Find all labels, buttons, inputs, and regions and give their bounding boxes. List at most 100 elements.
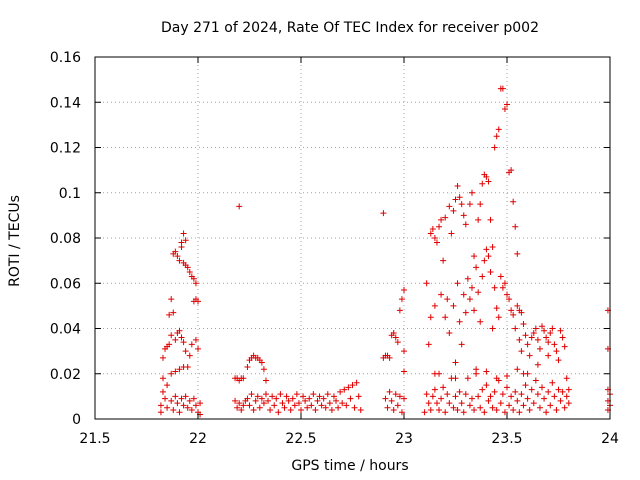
data-point — [345, 384, 352, 391]
data-point — [382, 395, 389, 402]
y-tick-label: 0.12 — [50, 141, 81, 157]
data-points — [157, 85, 613, 418]
data-point — [553, 406, 560, 413]
data-point — [547, 402, 554, 409]
data-point — [530, 330, 537, 337]
data-point — [454, 280, 461, 287]
data-point — [302, 397, 309, 404]
data-point — [462, 391, 469, 398]
data-point — [466, 296, 473, 303]
data-point — [545, 352, 552, 359]
data-point — [448, 230, 455, 237]
data-point — [514, 366, 521, 373]
data-point — [390, 406, 397, 413]
data-point — [254, 393, 261, 400]
data-point — [349, 382, 356, 389]
y-tick-label: 0.16 — [50, 50, 81, 66]
data-point — [186, 397, 193, 404]
data-point — [339, 400, 346, 407]
axis-ticks — [94, 56, 611, 420]
data-point — [468, 189, 475, 196]
x-tick-label: 23 — [395, 431, 413, 447]
data-point — [501, 409, 508, 416]
data-point — [471, 253, 478, 260]
data-point — [427, 406, 434, 413]
data-point — [456, 318, 463, 325]
data-point — [431, 235, 438, 241]
data-point — [188, 341, 195, 348]
data-point — [530, 400, 537, 407]
data-point — [172, 368, 179, 375]
data-point — [464, 275, 471, 282]
data-point — [190, 395, 197, 402]
data-point — [159, 354, 166, 361]
data-point — [351, 404, 358, 411]
data-point — [510, 406, 517, 413]
data-point — [565, 386, 572, 393]
data-point — [473, 366, 480, 373]
data-point — [421, 409, 428, 416]
data-point — [446, 203, 453, 210]
data-point — [394, 339, 401, 346]
data-point — [295, 400, 302, 407]
x-tick-label: 21.5 — [79, 431, 110, 447]
data-point — [483, 246, 490, 253]
data-point — [244, 363, 251, 370]
data-point — [483, 382, 490, 389]
data-point — [159, 375, 166, 382]
data-point — [438, 216, 445, 223]
data-point — [390, 330, 397, 337]
data-point — [561, 404, 568, 411]
data-point — [293, 391, 300, 398]
data-point — [545, 339, 552, 346]
data-point — [180, 230, 187, 237]
grid — [95, 57, 610, 419]
data-point — [532, 377, 539, 384]
data-point — [526, 406, 533, 413]
data-point — [489, 404, 496, 411]
data-point — [491, 284, 498, 291]
data-point — [454, 406, 461, 413]
data-point — [501, 280, 508, 287]
data-point — [510, 198, 517, 205]
data-point — [466, 201, 473, 208]
data-point — [401, 368, 407, 375]
data-point — [184, 264, 191, 271]
y-tick-label: 0.08 — [50, 231, 81, 247]
data-point — [328, 406, 335, 413]
data-point — [524, 341, 531, 348]
data-point — [534, 336, 541, 343]
data-point — [184, 404, 191, 411]
data-point — [401, 395, 407, 402]
data-point — [162, 395, 169, 402]
data-point — [491, 388, 498, 395]
data-point — [460, 212, 467, 219]
data-point — [433, 400, 440, 407]
data-point — [512, 325, 519, 332]
data-point — [504, 101, 510, 108]
data-point — [508, 307, 515, 314]
data-point — [475, 289, 482, 296]
data-point — [195, 345, 201, 352]
data-point — [456, 388, 463, 395]
data-point — [487, 268, 494, 275]
data-point — [396, 393, 403, 400]
data-point — [442, 214, 449, 221]
data-point — [518, 348, 525, 355]
data-point — [479, 386, 486, 393]
data-point — [304, 404, 311, 411]
data-point — [298, 406, 304, 413]
data-point — [256, 404, 263, 411]
data-point — [341, 386, 348, 393]
data-point — [176, 327, 183, 334]
data-point — [471, 406, 478, 413]
data-point — [489, 325, 496, 332]
data-point — [271, 402, 278, 409]
data-point — [516, 409, 523, 416]
data-point — [506, 296, 513, 303]
data-point — [561, 343, 568, 350]
data-point — [481, 257, 488, 264]
data-point — [450, 207, 457, 214]
data-point — [186, 352, 193, 359]
